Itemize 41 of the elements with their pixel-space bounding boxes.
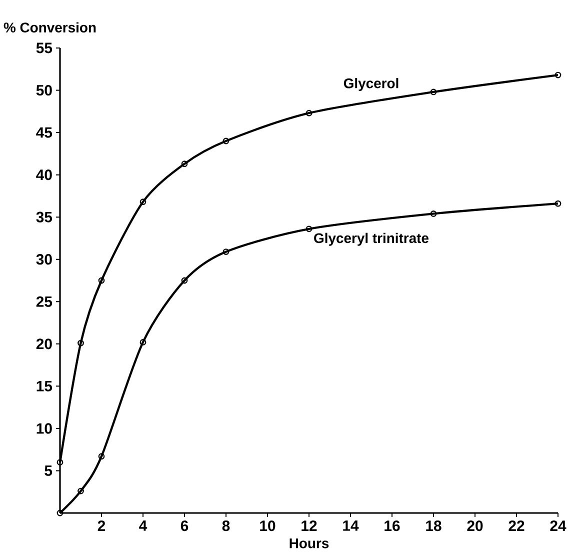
point <box>78 488 84 494</box>
y-tick-label: 10 <box>36 423 52 434</box>
point <box>98 277 105 284</box>
series-label: Glycerol <box>344 78 398 92</box>
y-tick-label: 20 <box>36 338 52 350</box>
y-axis-title: % Conversion <box>4 22 96 32</box>
point <box>181 160 188 168</box>
x-tick-label: 20 <box>467 520 483 532</box>
x-tick-label: 2 <box>98 520 106 531</box>
x-tick-label: 24 <box>550 520 566 531</box>
y-tick-label: 15 <box>36 380 52 392</box>
x-axis-title: Hours <box>290 538 329 548</box>
point <box>222 248 230 255</box>
x-tick-label: 4 <box>139 520 148 531</box>
x-tick-label: 18 <box>426 520 442 532</box>
point <box>430 210 437 217</box>
x-tick-label: 8 <box>222 520 230 532</box>
point <box>222 138 230 144</box>
y-tick-label: 5 <box>44 466 52 476</box>
x-tick-label: 12 <box>302 520 317 531</box>
y-tick-label: 45 <box>36 127 52 138</box>
y-tick-label: 30 <box>36 254 52 265</box>
y-tick-label: 55 <box>36 42 52 54</box>
x-tick-label: 22 <box>508 520 524 531</box>
point <box>430 88 437 96</box>
point <box>98 453 105 460</box>
x-tick-label: 14 <box>343 520 359 531</box>
y-tick-label: 50 <box>36 84 52 96</box>
y-tick-label: 35 <box>36 212 52 222</box>
point <box>306 226 312 232</box>
x-tick-label: 6 <box>180 520 188 532</box>
point <box>140 198 146 206</box>
x-tick-label: 10 <box>260 520 276 532</box>
x-tick-label: 16 <box>384 520 400 532</box>
series-label: Glyceryl trinitrate <box>314 232 429 246</box>
point <box>181 277 188 284</box>
y-tick-label: 25 <box>36 296 52 307</box>
point <box>306 110 312 116</box>
point <box>78 340 84 346</box>
point <box>140 339 146 346</box>
y-tick-label: 40 <box>36 170 52 180</box>
